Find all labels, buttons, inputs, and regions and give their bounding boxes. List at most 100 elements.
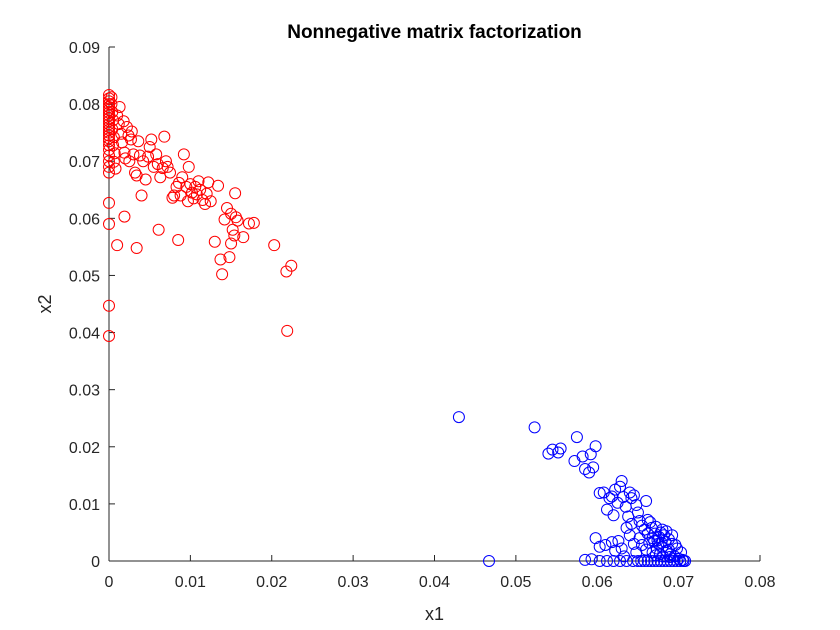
- data-point: [158, 130, 171, 143]
- data-point: [135, 189, 148, 202]
- data-point: [225, 237, 238, 250]
- data-point: [676, 553, 689, 566]
- data-point: [623, 529, 636, 542]
- x-tick-label: 0.01: [175, 574, 206, 591]
- data-points: [103, 88, 692, 567]
- data-point: [570, 431, 583, 444]
- data-point: [528, 421, 541, 434]
- data-point: [103, 329, 115, 342]
- data-point: [657, 550, 670, 563]
- y-tick-label: 0: [91, 554, 100, 571]
- y-tick-label: 0.09: [69, 40, 100, 57]
- data-point: [674, 555, 687, 567]
- data-point: [216, 268, 229, 281]
- data-point: [223, 251, 236, 264]
- data-point: [103, 166, 115, 179]
- data-point: [645, 521, 658, 534]
- x-tick-label: 0.06: [582, 574, 613, 591]
- data-point: [118, 210, 131, 223]
- data-point: [226, 223, 239, 236]
- data-point: [631, 506, 644, 519]
- data-point: [615, 475, 628, 488]
- data-point: [208, 235, 221, 248]
- x-tick-label: 0: [105, 574, 114, 591]
- data-point: [589, 532, 602, 545]
- data-point: [130, 242, 143, 255]
- data-point: [593, 555, 606, 567]
- data-point: [127, 148, 140, 161]
- data-point: [119, 152, 132, 165]
- data-point: [164, 166, 177, 179]
- data-point: [247, 216, 260, 229]
- data-point: [107, 139, 120, 152]
- data-point: [627, 489, 640, 502]
- data-point: [159, 155, 172, 168]
- data-point: [103, 88, 115, 101]
- data-point: [655, 536, 668, 549]
- y-tick-label: 0.03: [69, 383, 100, 400]
- data-point: [677, 555, 690, 567]
- data-point: [609, 544, 622, 557]
- data-point: [614, 555, 627, 567]
- data-point: [542, 447, 555, 460]
- data-point: [576, 450, 589, 463]
- data-point: [103, 196, 115, 209]
- data-point: [630, 546, 643, 559]
- x-tick-label: 0.07: [663, 574, 694, 591]
- data-point: [663, 551, 676, 563]
- x-tick-label: 0.03: [338, 574, 369, 591]
- data-point: [646, 546, 659, 559]
- y-tick-label: 0.06: [69, 211, 100, 228]
- x-axis-label: x1: [425, 604, 444, 624]
- data-point: [125, 125, 138, 138]
- data-point: [640, 495, 653, 508]
- y-tick-label: 0.08: [69, 97, 100, 114]
- data-point: [585, 553, 598, 566]
- data-point: [172, 234, 185, 247]
- y-tick-label: 0.02: [69, 440, 100, 457]
- data-point: [579, 463, 592, 476]
- data-point: [168, 189, 181, 202]
- data-point: [132, 135, 145, 148]
- data-point: [601, 555, 614, 567]
- data-point: [143, 140, 156, 153]
- data-point: [123, 155, 136, 168]
- data-point: [212, 179, 225, 192]
- data-point: [587, 461, 600, 474]
- data-point: [192, 175, 205, 188]
- data-point: [546, 443, 559, 456]
- data-point: [589, 440, 602, 453]
- data-point: [228, 229, 241, 242]
- data-point: [108, 147, 121, 160]
- y-tick-label: 0.05: [69, 268, 100, 285]
- data-point: [113, 100, 126, 113]
- data-point: [200, 187, 213, 200]
- data-point: [618, 550, 631, 563]
- data-point: [133, 149, 146, 162]
- data-point: [145, 133, 158, 146]
- data-point: [105, 91, 118, 104]
- data-point: [669, 539, 682, 552]
- x-tick-label: 0.05: [500, 574, 531, 591]
- data-point: [664, 555, 677, 567]
- data-point: [142, 150, 155, 163]
- data-point: [150, 148, 163, 161]
- data-point: [139, 173, 152, 186]
- data-point: [147, 160, 160, 173]
- y-tick-label: 0.01: [69, 497, 100, 514]
- data-point: [204, 195, 217, 208]
- data-point: [161, 160, 174, 173]
- data-point: [177, 148, 190, 161]
- data-point: [103, 126, 115, 139]
- data-point: [615, 542, 628, 555]
- x-tick-label: 0.08: [744, 574, 775, 591]
- data-point: [117, 115, 130, 128]
- data-point: [285, 259, 298, 272]
- data-point: [109, 162, 122, 175]
- data-point: [579, 553, 592, 566]
- data-point: [242, 217, 255, 230]
- data-point: [156, 162, 169, 175]
- data-point: [166, 191, 179, 204]
